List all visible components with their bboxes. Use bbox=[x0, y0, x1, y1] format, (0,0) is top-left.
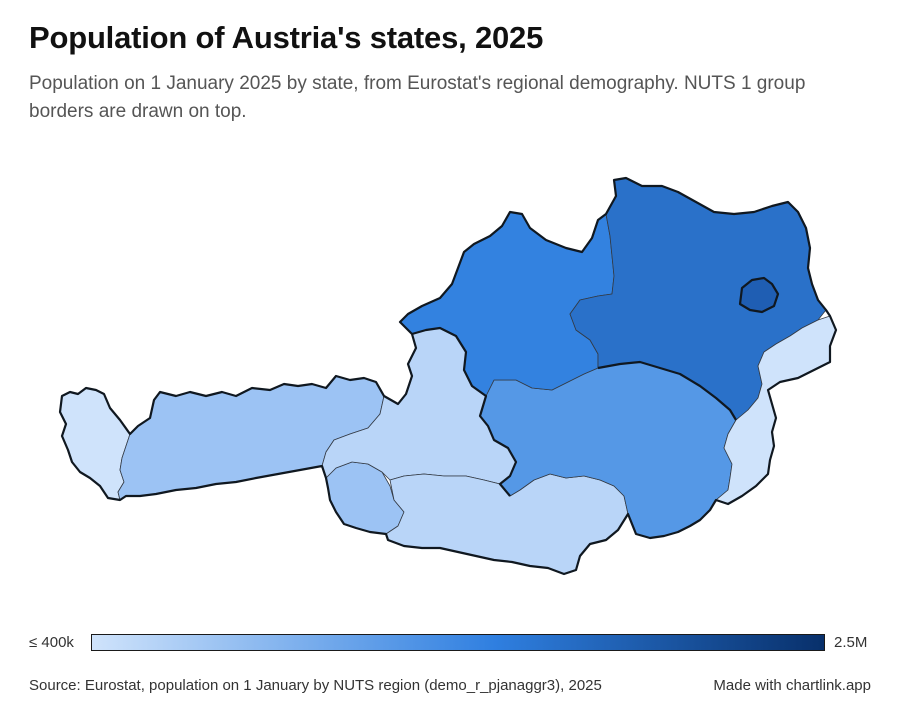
source-note: Source: Eurostat, population on 1 Januar… bbox=[29, 677, 602, 694]
credit-link[interactable]: Made with chartlink.app bbox=[713, 677, 871, 694]
nuts1-borders bbox=[58, 176, 838, 576]
nuts1-border-east-south bbox=[597, 360, 737, 421]
nuts1-border-west-south bbox=[411, 326, 518, 497]
legend-max-label: 2.5M bbox=[834, 634, 868, 651]
chart-title: Population of Austria's states, 2025 bbox=[29, 20, 544, 55]
chart-subtitle: Population on 1 January 2025 by state, f… bbox=[29, 73, 806, 122]
legend-color-bar bbox=[91, 634, 825, 651]
nuts1-border-wien bbox=[738, 276, 780, 314]
nuts1-border-outline bbox=[58, 176, 838, 576]
legend-min-label: ≤ 400k bbox=[29, 634, 74, 651]
